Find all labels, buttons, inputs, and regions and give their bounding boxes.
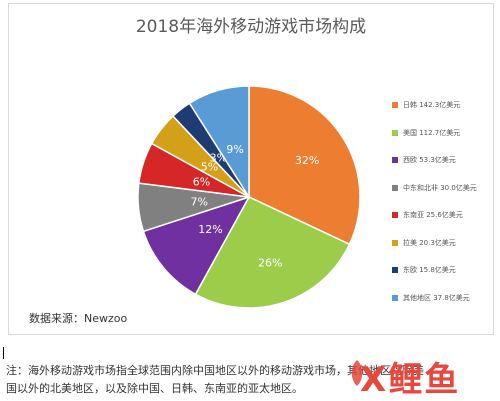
slice-label-4: 6% bbox=[193, 176, 210, 189]
legend-swatch-6 bbox=[392, 267, 398, 273]
legend-item-7: 其他地区 37.8亿美元 bbox=[392, 290, 492, 306]
legend-swatch-1 bbox=[392, 129, 398, 136]
chart-frame: 2018年海外移动游戏市场构成 32% 26% 12% 7% 6% 5% 3% 9% 日韩 1… bbox=[8, 3, 494, 335]
legend-swatch-2 bbox=[392, 157, 398, 163]
slice-label-2: 12% bbox=[198, 223, 222, 236]
legend-item-0: 日韩 142.3亿美元 bbox=[392, 97, 492, 113]
watermark-text: X鲤鱼 bbox=[360, 360, 461, 400]
legend-swatch-0 bbox=[392, 102, 398, 108]
slice-label-7: 9% bbox=[226, 143, 243, 156]
slice-label-3: 7% bbox=[191, 196, 208, 209]
data-source: 数据来源：Newzoo bbox=[29, 312, 128, 325]
legend-swatch-3 bbox=[392, 184, 398, 191]
slice-label-5: 5% bbox=[201, 160, 218, 173]
legend-item-6: 东欧 15.8亿美元 bbox=[392, 262, 492, 278]
text-cursor bbox=[3, 347, 4, 359]
legend-item-4: 东南亚 25.6亿美元 bbox=[392, 207, 492, 223]
legend-item-1: 美国 112.7亿美元 bbox=[392, 125, 492, 141]
slice-label-1: 26% bbox=[258, 256, 282, 269]
fish-icon bbox=[351, 360, 363, 386]
legend-label-4: 东南亚 25.6亿美元 bbox=[403, 211, 463, 219]
legend-swatch-5 bbox=[392, 239, 398, 246]
pie-slice-2 bbox=[142, 195, 251, 296]
legend-item-2: 西欧 53.3亿美元 bbox=[392, 152, 492, 168]
slice-label-0: 32% bbox=[295, 154, 319, 167]
legend-label-0: 日韩 142.3亿美元 bbox=[403, 101, 461, 109]
legend-label-1: 美国 112.7亿美元 bbox=[403, 128, 461, 137]
footnote: 注：海外移动游戏市场指全球范围内除中国地区以外的移动游戏市场，其他地区指除美国以… bbox=[6, 364, 424, 395]
pie-slice-7 bbox=[188, 85, 250, 200]
legend-label-6: 东欧 15.8亿美元 bbox=[403, 266, 456, 274]
legend-swatch-4 bbox=[392, 212, 398, 218]
legend-swatch-7 bbox=[392, 294, 398, 301]
legend-label-3: 中东和北非 30.0亿美元 bbox=[403, 183, 477, 192]
pie-chart: 32%26%12%7%6%5%3%9% bbox=[137, 85, 361, 309]
legend: 日韩 142.3亿美元 美国 112.7亿美元 西欧 53.3亿美元中东和北非 30… bbox=[392, 97, 492, 317]
pie-slice-0 bbox=[248, 85, 361, 246]
legend-label-7: 其他地区 37.8亿美元 bbox=[403, 293, 470, 302]
watermark-logo: X鲤鱼 bbox=[348, 352, 498, 400]
chart-title: 2018年海外移动游戏市场构成 bbox=[135, 17, 367, 37]
legend-label-5: 拉美 20.3亿美元 bbox=[403, 238, 456, 247]
legend-item-5: 拉美 20.3亿美元 bbox=[392, 235, 492, 251]
legend-label-2: 西欧 53.3亿美元 bbox=[403, 156, 456, 164]
legend-item-3: 中东和北非 30.0亿美元 bbox=[392, 180, 492, 196]
